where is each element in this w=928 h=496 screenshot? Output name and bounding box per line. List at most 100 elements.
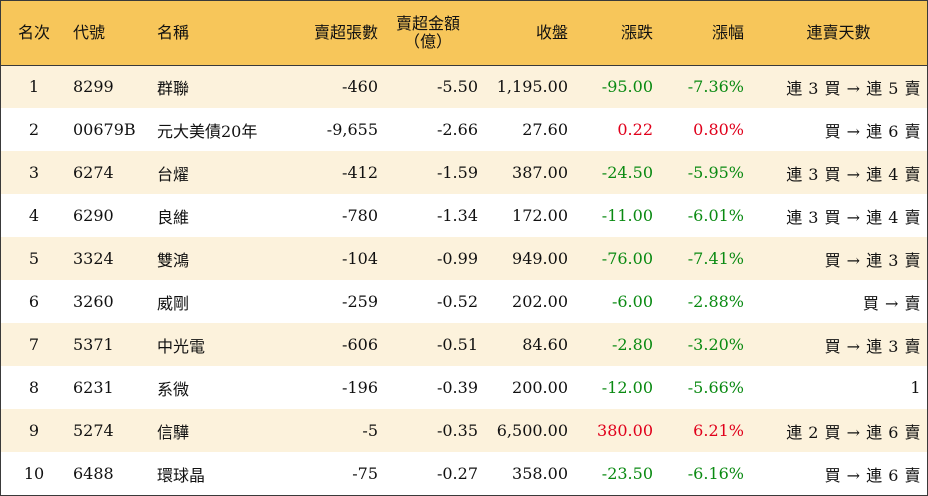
cell-rank: 7 — [28, 335, 40, 354]
cell-change: -2.80 — [611, 335, 653, 354]
cell-oversold-lots: -5 — [362, 421, 378, 440]
cell-streak: 買 → 連 3 賣 — [824, 250, 921, 270]
table-row[interactable]: 7 5371 中光電 -606 -0.51 84.60 -2.80 -3.20% 買 → 連 3… — [1, 323, 927, 366]
cell-oversold-lots: -104 — [342, 249, 378, 268]
cell-rank: 2 — [28, 120, 40, 139]
header-change-pct[interactable]: 漲幅 — [711, 22, 744, 42]
cell-change: -24.50 — [601, 163, 653, 182]
cell-oversold-amount: -0.27 — [436, 464, 478, 483]
cell-close: 200.00 — [512, 378, 568, 397]
table-row[interactable]: 6 3260 威剛 -259 -0.52 202.00 -6.00 -2.88% 買 → 賣 — [1, 280, 927, 323]
cell-oversold-lots: -412 — [342, 163, 378, 182]
cell-code: 6290 — [73, 206, 114, 225]
cell-close: 6,500.00 — [496, 421, 568, 440]
cell-change-pct: 6.21% — [693, 421, 744, 440]
cell-change-pct: -6.16% — [687, 464, 744, 483]
cell-name: 中光電 — [157, 336, 206, 356]
cell-oversold-amount: -0.52 — [436, 292, 478, 311]
cell-change: -11.00 — [601, 206, 653, 225]
cell-code: 8299 — [73, 77, 114, 97]
table-row[interactable]: 5 3324 雙鴻 -104 -0.99 949.00 -76.00 -7.41% 買 → 連 … — [1, 237, 927, 280]
cell-oversold-lots: -75 — [352, 464, 378, 483]
cell-oversold-amount: -0.35 — [436, 421, 478, 440]
header-streak[interactable]: 連賣天數 — [806, 22, 871, 42]
cell-code: 6231 — [73, 378, 114, 397]
cell-rank: 1 — [28, 77, 40, 97]
cell-streak: 連 3 買 → 連 5 賣 — [786, 78, 921, 98]
cell-close: 172.00 — [512, 206, 568, 225]
header-oversold-lots[interactable]: 賣超張數 — [313, 22, 378, 42]
cell-streak: 買 → 連 6 賣 — [824, 121, 921, 141]
cell-name: 雙鴻 — [157, 250, 190, 270]
cell-code: 6488 — [73, 464, 114, 483]
table-row[interactable]: 3 6274 台燿 -412 -1.59 387.00 -24.50 -5.95% 連 3 買 … — [1, 151, 927, 194]
cell-streak: 1 — [910, 378, 921, 397]
cell-streak: 連 2 買 → 連 6 賣 — [786, 422, 921, 442]
cell-code: 5274 — [73, 421, 114, 440]
cell-code: 6274 — [73, 163, 114, 182]
header-name[interactable]: 名稱 — [157, 22, 190, 42]
cell-name: 元大美債20年 — [157, 121, 258, 141]
cell-oversold-amount: -0.51 — [436, 335, 478, 354]
table-row[interactable]: 9 5274 信驊 -5 -0.35 6,500.00 380.00 6.21% 連 2 買 →… — [1, 409, 927, 452]
cell-name: 環球晶 — [157, 465, 206, 485]
cell-rank: 3 — [28, 163, 40, 182]
cell-name: 台燿 — [157, 164, 190, 184]
cell-change-pct: -5.66% — [687, 378, 744, 397]
table-row[interactable]: 10 6488 環球晶 -75 -0.27 358.00 -23.50 -6.16% 買 → 連… — [1, 452, 927, 495]
header-oversold-amount[interactable]: 賣超金額 （億） — [378, 1, 478, 65]
table-body: 1 8299 群聯 -460 -5.50 1,195.00 -95.00 -7.36% 連 3 … — [1, 65, 927, 495]
header-code[interactable]: 代號 — [73, 22, 106, 42]
cell-oversold-amount: -2.66 — [436, 120, 478, 139]
cell-name: 信驊 — [157, 422, 190, 442]
cell-change: -95.00 — [601, 77, 653, 97]
header-change[interactable]: 漲跌 — [620, 22, 653, 42]
cell-streak: 連 3 買 → 連 4 賣 — [786, 164, 921, 184]
table-row[interactable]: 4 6290 良維 -780 -1.34 172.00 -11.00 -6.01% 連 3 買 … — [1, 194, 927, 237]
cell-close: 949.00 — [512, 249, 568, 268]
cell-streak: 買 → 賣 — [862, 293, 921, 313]
cell-oversold-lots: -9,655 — [326, 120, 378, 139]
cell-oversold-amount: -1.34 — [436, 206, 478, 225]
cell-close: 1,195.00 — [496, 77, 568, 97]
cell-close: 202.00 — [512, 292, 568, 311]
cell-streak: 連 3 買 → 連 4 賣 — [786, 207, 921, 227]
cell-rank: 5 — [28, 249, 40, 268]
cell-close: 387.00 — [512, 163, 568, 182]
cell-code: 00679B — [73, 120, 136, 139]
table-row[interactable]: 2 00679B 元大美債20年 -9,655 -2.66 27.60 0.22 0.80% 買… — [1, 108, 927, 151]
cell-oversold-amount: -0.39 — [436, 378, 478, 397]
cell-oversold-amount: -1.59 — [436, 163, 478, 182]
cell-change: 380.00 — [597, 421, 653, 440]
header-oversold-amount-line1: 賣超金額 — [395, 13, 460, 33]
cell-code: 3260 — [73, 292, 114, 311]
cell-change-pct: -2.88% — [687, 292, 744, 311]
cell-name: 系微 — [157, 379, 190, 399]
cell-change-pct: -5.95% — [687, 163, 744, 182]
cell-name: 群聯 — [157, 78, 190, 98]
cell-change: -6.00 — [611, 292, 653, 311]
table-row[interactable]: 8 6231 系微 -196 -0.39 200.00 -12.00 -5.66% 1 — [1, 366, 927, 409]
cell-rank: 9 — [28, 421, 40, 440]
cell-change: -23.50 — [601, 464, 653, 483]
cell-rank: 6 — [28, 292, 40, 311]
header-rank[interactable]: 名次 — [17, 22, 50, 42]
cell-change: 0.22 — [617, 120, 653, 139]
cell-streak: 買 → 連 3 賣 — [824, 336, 921, 356]
cell-change-pct: -3.20% — [687, 335, 744, 354]
header-close[interactable]: 收盤 — [535, 22, 568, 42]
cell-change-pct: -7.36% — [687, 77, 744, 97]
cell-code: 5371 — [73, 335, 114, 354]
cell-rank: 8 — [28, 378, 40, 397]
cell-change: -76.00 — [601, 249, 653, 268]
cell-oversold-lots: -460 — [342, 77, 378, 97]
cell-close: 27.60 — [522, 120, 568, 139]
cell-oversold-lots: -780 — [342, 206, 378, 225]
cell-change-pct: 0.80% — [693, 120, 744, 139]
cell-close: 84.60 — [522, 335, 568, 354]
table-row[interactable]: 1 8299 群聯 -460 -5.50 1,195.00 -95.00 -7.36% 連 3 … — [1, 65, 927, 108]
cell-change-pct: -6.01% — [687, 206, 744, 225]
cell-change-pct: -7.41% — [687, 249, 744, 268]
